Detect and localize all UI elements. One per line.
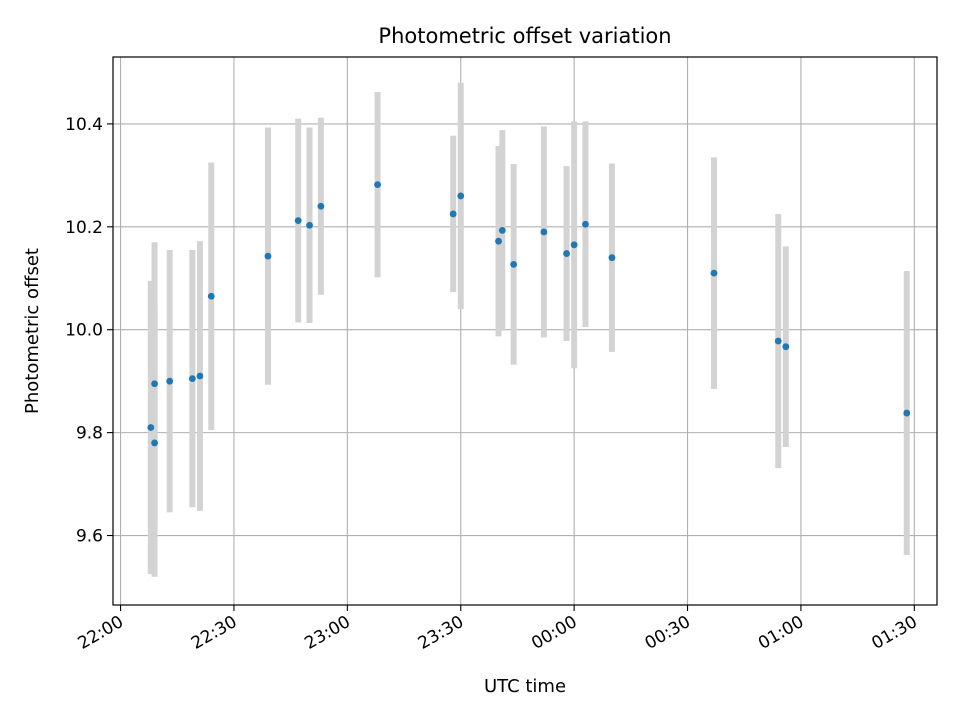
data-point xyxy=(608,254,616,262)
y-tick-label: 9.6 xyxy=(76,527,103,547)
y-tick-label: 10.2 xyxy=(65,218,103,238)
plot-frame xyxy=(112,56,938,606)
data-point xyxy=(317,202,325,210)
data-point xyxy=(188,375,196,382)
data-point xyxy=(782,343,790,351)
data-point xyxy=(151,439,158,447)
data-point xyxy=(294,217,302,225)
data-point xyxy=(563,250,570,257)
data-point xyxy=(196,372,204,380)
data-point xyxy=(264,252,272,260)
data-point xyxy=(374,181,381,189)
data-point xyxy=(147,424,155,431)
data-points xyxy=(147,181,911,447)
data-point xyxy=(510,260,518,268)
chart-title: Photometric offset variation xyxy=(378,24,671,48)
data-point xyxy=(540,228,548,236)
data-point xyxy=(570,241,578,249)
data-point xyxy=(151,380,158,388)
y-tick-label: 10.4 xyxy=(65,115,103,135)
x-axis-label: UTC time xyxy=(484,676,566,697)
y-axis: 9.6 9.8 10.0 10.2 10.4 xyxy=(65,115,113,547)
data-point xyxy=(306,221,313,229)
y-axis-label: Photometric offset xyxy=(22,248,43,414)
data-point xyxy=(166,377,174,385)
y-tick-label: 9.8 xyxy=(76,424,103,444)
data-point xyxy=(449,210,457,218)
data-point xyxy=(582,220,589,228)
data-point xyxy=(903,409,911,417)
data-point xyxy=(207,292,215,300)
data-point xyxy=(495,237,502,245)
y-tick-label: 10.0 xyxy=(65,321,103,341)
data-point xyxy=(498,227,506,234)
data-point xyxy=(774,337,782,345)
data-point xyxy=(710,269,718,277)
data-point xyxy=(457,192,465,200)
